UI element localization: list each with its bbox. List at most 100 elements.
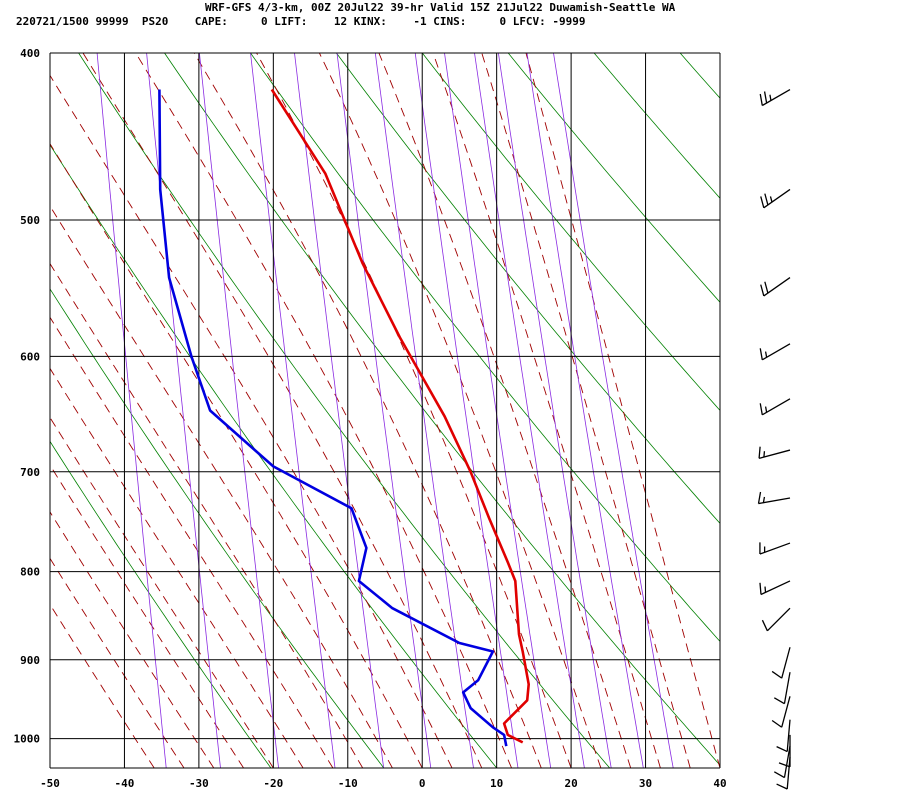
moist-adiabat-line bbox=[50, 511, 215, 768]
wind-barb bbox=[760, 277, 791, 297]
mixing-ratio-line bbox=[96, 53, 167, 768]
wind-barb-flag bbox=[759, 582, 762, 595]
dry-adiabat-line bbox=[507, 53, 720, 303]
wind-barb bbox=[759, 580, 791, 596]
dry-adiabat-line bbox=[250, 53, 720, 643]
mixing-ratio-line bbox=[474, 53, 585, 768]
dewpoint-profile-line bbox=[158, 89, 508, 747]
wind-barb-flag bbox=[760, 284, 765, 297]
wind-barb-flag bbox=[778, 762, 791, 768]
wind-barb-flag bbox=[773, 771, 785, 779]
chart-header: WRF-GFS 4/3-km, 00Z 20Jul22 39-hr Valid … bbox=[0, 0, 900, 40]
y-tick-label: 600 bbox=[20, 350, 40, 363]
moist-adiabat-line bbox=[50, 74, 453, 768]
x-tick-label: -50 bbox=[40, 777, 60, 790]
wind-barb bbox=[771, 696, 791, 728]
x-tick-label: 40 bbox=[713, 777, 726, 790]
wind-barb-staff bbox=[783, 745, 791, 778]
x-tick-label: 10 bbox=[490, 777, 503, 790]
y-tick-label: 500 bbox=[20, 214, 40, 227]
wind-barb bbox=[760, 188, 791, 209]
wind-barb bbox=[759, 88, 791, 107]
chart-title-line: WRF-GFS 4/3-km, 00Z 20Jul22 39-hr Valid … bbox=[205, 1, 676, 14]
moist-adiabat-line bbox=[50, 262, 364, 768]
wind-barb-half-flag bbox=[769, 94, 772, 101]
wind-barb-staff bbox=[766, 607, 791, 632]
wind-barb bbox=[761, 607, 791, 632]
wind-barb-staff bbox=[763, 188, 791, 209]
wind-barb-staff bbox=[761, 88, 791, 107]
dry-adiabat-line bbox=[421, 53, 720, 412]
wind-barb bbox=[776, 719, 791, 753]
y-tick-label: 400 bbox=[20, 47, 40, 60]
wind-barb-staff bbox=[781, 696, 791, 728]
wind-barb-half-flag bbox=[764, 406, 768, 413]
mixing-ratio-line bbox=[374, 53, 474, 768]
dry-adiabat-line bbox=[164, 53, 720, 766]
wind-barb bbox=[759, 398, 791, 416]
wind-barb bbox=[758, 446, 791, 459]
dry-adiabat-line bbox=[336, 53, 720, 525]
wind-barb-staff bbox=[783, 672, 791, 704]
wind-barb-staff bbox=[761, 343, 791, 361]
wind-barb-flag bbox=[759, 93, 763, 106]
x-tick-label: -40 bbox=[115, 777, 135, 790]
moist-adiabat-line bbox=[50, 316, 334, 768]
mixing-ratio-line bbox=[294, 53, 385, 768]
wind-barb bbox=[773, 745, 791, 779]
wind-barb-flag bbox=[763, 91, 768, 104]
moist-adiabat-line bbox=[481, 53, 691, 768]
wind-barb-flag bbox=[757, 491, 762, 504]
wind-barb-flag bbox=[759, 403, 763, 415]
wind-barb-staff bbox=[786, 719, 791, 752]
moist-adiabat-line bbox=[50, 464, 244, 768]
wind-barb-flag bbox=[761, 619, 768, 632]
wind-barb-staff bbox=[761, 398, 791, 416]
grid bbox=[49, 52, 721, 769]
x-tick-label: 20 bbox=[564, 777, 577, 790]
moist-adiabat-line bbox=[50, 367, 304, 768]
y-tick-label: 800 bbox=[20, 566, 40, 579]
dry-adiabat-line bbox=[852, 53, 900, 768]
dry-adiabat-line bbox=[50, 440, 272, 768]
wind-barb-half-flag bbox=[764, 586, 767, 593]
moist-adiabat-line bbox=[50, 205, 393, 768]
wind-barb-staff bbox=[781, 647, 791, 679]
wind-barb-half-flag bbox=[763, 451, 766, 458]
x-tick-label: -10 bbox=[338, 777, 358, 790]
wind-barb-flag bbox=[758, 446, 761, 459]
dry-adiabat-line bbox=[78, 53, 611, 768]
wind-barb-flag bbox=[764, 281, 769, 294]
mixing-ratio-line bbox=[414, 53, 519, 768]
wind-barb-flag bbox=[760, 196, 765, 208]
dry-adiabat-line bbox=[50, 144, 498, 768]
chart-stats-line: 220721/1500 99999 PS20 CAPE: 0 LIFT: 12 … bbox=[16, 15, 586, 28]
y-tick-label: 1000 bbox=[14, 733, 41, 746]
moist-adiabat-line bbox=[318, 53, 602, 768]
wind-barb bbox=[773, 672, 791, 705]
mixing-ratio-line bbox=[526, 53, 644, 768]
wind-barb-flag bbox=[773, 697, 785, 705]
wind-barb bbox=[759, 542, 791, 555]
axes: -50 -40 -30 -20 -10 0 10 20 30 40 400 500 600 700 800 9… bbox=[14, 47, 727, 790]
mixing-ratio-line bbox=[498, 53, 612, 768]
wind-barb-flag bbox=[771, 719, 783, 728]
x-tick-label: 30 bbox=[639, 777, 652, 790]
x-tick-label: -20 bbox=[263, 777, 283, 790]
moist-adiabat-line bbox=[525, 53, 720, 768]
wind-barbs bbox=[757, 88, 791, 790]
y-tick-label: 700 bbox=[20, 466, 40, 479]
wind-barb bbox=[776, 757, 791, 790]
background-lines bbox=[50, 53, 900, 768]
moist-adiabat-line bbox=[193, 53, 542, 768]
mixing-ratio-line bbox=[250, 53, 336, 768]
x-tick-label: 0 bbox=[419, 777, 426, 790]
dry-adiabat-line bbox=[50, 288, 385, 768]
dry-adiabat-line bbox=[679, 53, 720, 99]
x-tick-label: -30 bbox=[189, 777, 209, 790]
moist-adiabat-line bbox=[50, 416, 274, 768]
wind-barb-flag bbox=[776, 746, 788, 753]
wind-barb bbox=[771, 647, 791, 679]
moist-adiabat-line bbox=[50, 603, 155, 768]
